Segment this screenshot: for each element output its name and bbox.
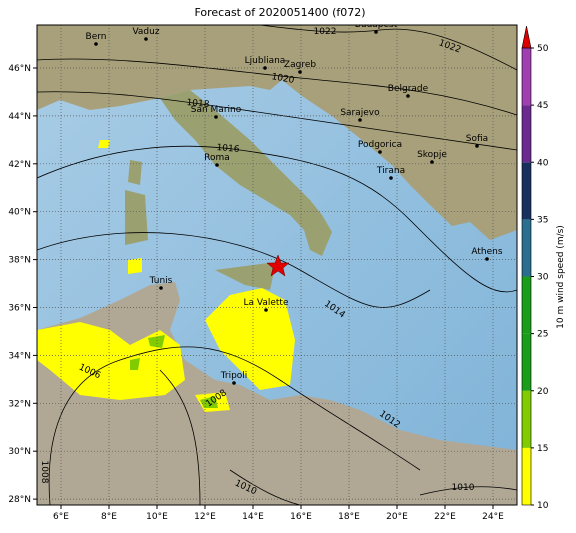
colorbar-segment [522, 48, 531, 106]
isobar-label: 1022 [314, 27, 337, 37]
city-label: Skopje [417, 150, 447, 160]
colorbar-tick-label: 15 [537, 444, 548, 454]
x-tick-label: 6°E [53, 512, 69, 522]
colorbar-extend [521, 25, 532, 49]
y-tick-label: 44°N [8, 112, 31, 122]
y-tick-label: 42°N [8, 160, 31, 170]
axes: 6°E 8°E 10°E 12°E 14°E 16°E 18°E 20°E 22°E 24°E 28… [8, 64, 504, 522]
colorbar-tick-label: 25 [537, 330, 548, 340]
y-tick-label: 28°N [8, 495, 31, 505]
city-dot [159, 286, 163, 290]
isobar-label: 1018 [186, 98, 210, 110]
city-dot [374, 30, 378, 34]
land-sicily [215, 262, 276, 290]
land-corsica [128, 160, 142, 185]
isobar-label: 1010 [452, 483, 475, 493]
colorbar-segment [522, 390, 531, 448]
city-label: Sarajevo [340, 108, 380, 118]
x-tick-label: 14°E [242, 512, 264, 522]
city-dot [406, 94, 410, 98]
colorbar-label: 10 m wind speed (m/s) [556, 225, 566, 329]
city-label: Tripoli [220, 371, 248, 381]
city-label: San Marino [191, 105, 242, 115]
city-dot [389, 176, 393, 180]
colorbar-tick-label: 10 [537, 501, 549, 511]
isobar-label: 1016 [216, 143, 240, 155]
city-label: Tunis [149, 276, 173, 286]
wind-area [37, 140, 295, 412]
y-tick-label: 30°N [8, 447, 31, 457]
colorbar: 10 15 20 25 30 35 40 45 50 10 m wind speed (m/s) [521, 25, 566, 511]
y-tick-label: 34°N [8, 351, 31, 361]
colorbar-segment [522, 219, 531, 277]
y-tick-label: 46°N [8, 64, 31, 74]
city-label: Vaduz [132, 27, 159, 37]
city-label: Roma [204, 153, 230, 163]
land-italy [160, 90, 332, 256]
city-dot [214, 115, 218, 119]
x-tick-label: 16°E [290, 512, 312, 522]
city-dot [485, 257, 489, 261]
city-dot [232, 381, 236, 385]
isobar-label: 1020 [271, 72, 296, 86]
colorbar-tick-label: 40 [537, 158, 549, 168]
colorbar-segment [522, 447, 531, 505]
land-europe [37, 25, 517, 240]
colorbar-tick-label: 20 [537, 387, 549, 397]
city-dot [144, 37, 148, 41]
city-label: Tirana [376, 166, 405, 176]
city-dot [298, 70, 302, 74]
city-dot [358, 118, 362, 122]
y-tick-label: 36°N [8, 304, 31, 314]
colorbar-tick-label: 50 [537, 44, 549, 54]
colorbar-tick-label: 30 [537, 273, 549, 283]
y-tick-label: 32°N [8, 399, 31, 409]
colorbar-segment [522, 333, 531, 391]
city-dot [475, 144, 479, 148]
colorbar-segment [522, 105, 531, 163]
city-dot [378, 150, 382, 154]
map-frame [36, 24, 518, 506]
city-label: Zagreb [284, 60, 316, 70]
x-tick-label: 12°E [194, 512, 216, 522]
y-tick-label: 40°N [8, 208, 31, 218]
city-dot [263, 66, 267, 70]
city-label: Belgrade [388, 84, 429, 94]
isobar-label: 1008 [39, 461, 49, 484]
city-label: La Valette [244, 298, 289, 308]
colorbar-segment [522, 162, 531, 220]
city-label: Athens [471, 247, 502, 257]
city-dot [94, 42, 98, 46]
colorbar-segment [522, 276, 531, 334]
x-tick-label: 22°E [434, 512, 456, 522]
city-label: Podgorica [358, 140, 402, 150]
city-dot [264, 308, 268, 312]
x-tick-label: 20°E [386, 512, 408, 522]
x-tick-label: 24°E [482, 512, 504, 522]
x-tick-label: 8°E [101, 512, 117, 522]
city-dot [430, 160, 434, 164]
title: Forecast of 2020051400 (f072) [194, 6, 365, 19]
city-label: Sofia [466, 134, 488, 144]
land-sardinia [125, 190, 148, 245]
y-tick-label: 38°N [8, 256, 31, 266]
city-label: Ljubliana [245, 56, 286, 66]
x-tick-label: 10°E [146, 512, 168, 522]
x-tick-label: 18°E [338, 512, 360, 522]
city-label: Budapest [355, 20, 398, 30]
city-label: Bern [86, 32, 107, 42]
city-dot [215, 163, 219, 167]
wind-area-strong [130, 335, 218, 408]
event-star [266, 254, 290, 277]
colorbar-tick-label: 45 [537, 101, 548, 111]
grid [37, 25, 517, 505]
colorbar-tick-label: 35 [537, 215, 548, 225]
